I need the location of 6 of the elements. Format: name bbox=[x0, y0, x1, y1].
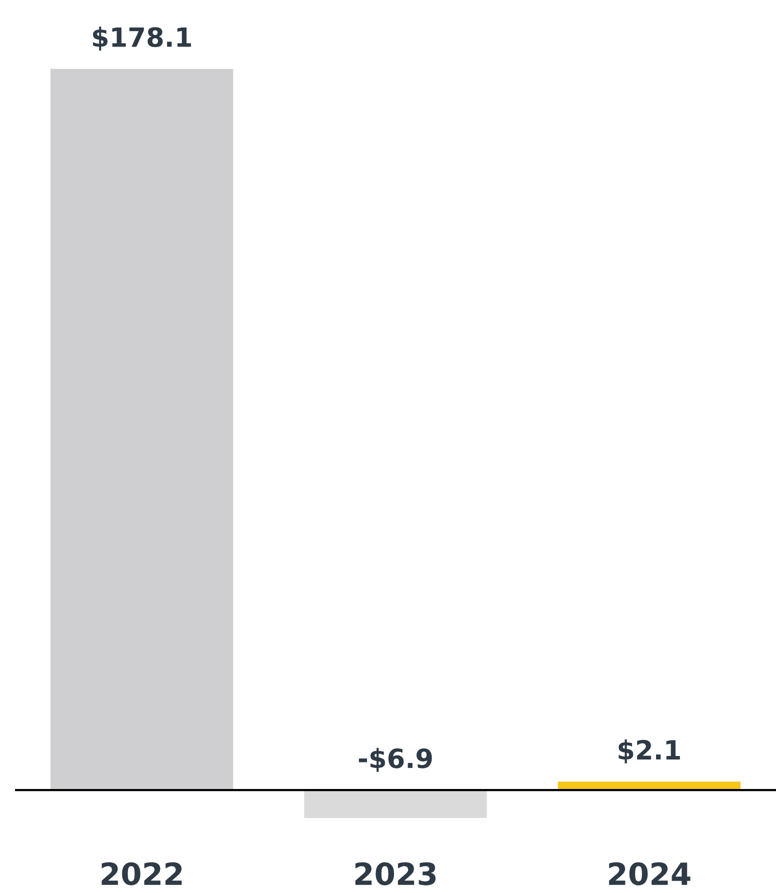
data-label: $2.1 bbox=[618, 739, 680, 764]
x-tick-label: 2023 bbox=[355, 862, 436, 886]
x-tick-label: 2022 bbox=[102, 862, 182, 886]
data-label: $178.1 bbox=[92, 26, 191, 51]
data-label: -$6.9 bbox=[358, 748, 432, 772]
x-tick-label: 2024 bbox=[609, 862, 690, 886]
